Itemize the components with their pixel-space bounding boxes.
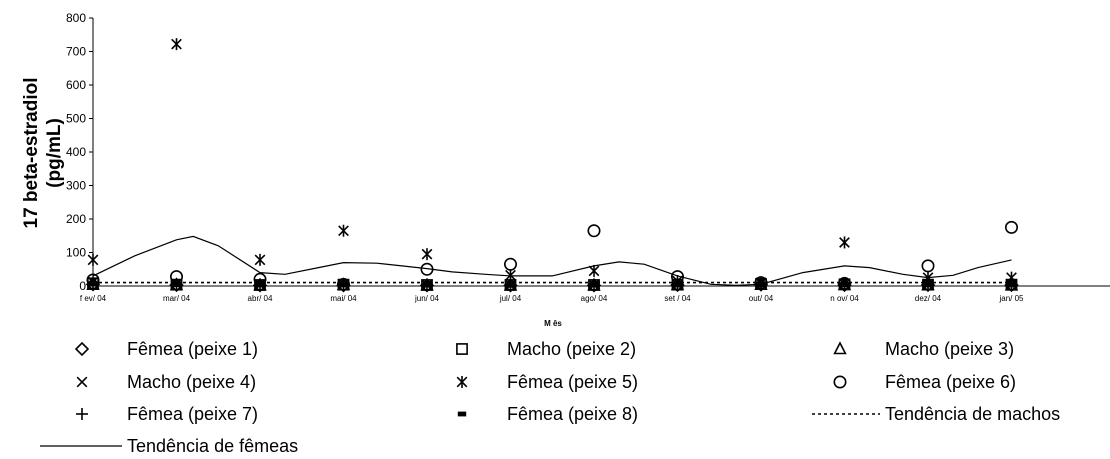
legend-item-femea-peixe-5: Fêmea (peixe 5) xyxy=(456,372,638,392)
x-tick-label: ago/ 04 xyxy=(581,294,608,303)
point-femea-peixe-8 xyxy=(673,282,682,288)
x-tick-label: set / 04 xyxy=(664,294,691,303)
legend-symbol-asterisk xyxy=(456,376,468,388)
x-tick-label: jul/ 04 xyxy=(499,294,522,303)
point-femea-peixe-8 xyxy=(506,282,515,288)
point-femea-peixe-5 xyxy=(171,38,182,51)
legend-label: Fêmea (peixe 6) xyxy=(885,372,1016,392)
y-tick-label: 100 xyxy=(66,246,86,260)
point-femea-peixe-8 xyxy=(923,282,933,288)
point-femea-peixe-8 xyxy=(172,282,181,288)
legend-item-tendencia-de-femeas: Tendência de fêmeas xyxy=(40,436,298,456)
point-femea-peixe-8 xyxy=(1007,282,1016,288)
legend-item-macho-peixe-4: Macho (peixe 4) xyxy=(76,372,256,392)
point-femea-peixe-6 xyxy=(503,257,517,271)
x-ticks: f ev/ 04 mar/ 04 abr/ 04 mai/ 04 jun/ 04 jul/… xyxy=(80,286,1024,303)
y-tick-label: 0 xyxy=(79,279,86,293)
trend-lines xyxy=(92,235,1012,286)
legend-item-macho-peixe-2: Macho (peixe 2) xyxy=(456,339,636,359)
x-axis-label: M ês xyxy=(544,319,562,328)
legend-symbol-diamond xyxy=(74,341,90,357)
y-axis-label-line2: (pg/mL) xyxy=(44,118,65,188)
point-femea-peixe-5 xyxy=(421,248,433,261)
point-femea-peixe-6 xyxy=(1004,220,1018,234)
trend-line-tendencia-de-femeas xyxy=(92,235,1012,286)
legend-item-femea-peixe-7: Fêmea (peixe 7) xyxy=(76,404,258,424)
y-axis-label: 17 beta-estradiol (pg/mL) xyxy=(21,78,65,229)
y-tick-label: 400 xyxy=(66,145,86,159)
x-tick-label: out/ 04 xyxy=(749,294,774,303)
legend-label: Tendência de machos xyxy=(885,404,1060,424)
point-femea-peixe-8 xyxy=(255,282,265,288)
point-femea-peixe-6 xyxy=(587,224,601,238)
legend-item-femea-peixe-8: Fêmea (peixe 8) xyxy=(457,404,638,424)
y-tick-label: 200 xyxy=(66,212,86,226)
x-tick-label: dez/ 04 xyxy=(915,294,942,303)
legend-label: Fêmea (peixe 5) xyxy=(507,372,638,392)
point-femea-peixe-8 xyxy=(589,282,599,288)
y-tick-label: 500 xyxy=(66,112,86,126)
point-femea-peixe-5 xyxy=(254,253,266,266)
legend-symbol-square xyxy=(456,343,468,355)
legend-item-femea-peixe-1: Fêmea (peixe 1) xyxy=(74,339,258,359)
legend-symbol-circle xyxy=(833,375,847,389)
x-tick-label: f ev/ 04 xyxy=(80,294,107,303)
point-femea-peixe-8 xyxy=(339,282,348,288)
point-femea-peixe-5 xyxy=(87,253,99,266)
y-tick-label: 700 xyxy=(66,45,86,59)
point-femea-peixe-8 xyxy=(840,282,849,288)
legend-label: Tendência de fêmeas xyxy=(127,436,298,456)
legend-item-tendencia-de-machos: Tendência de machos xyxy=(812,404,1060,424)
point-femea-peixe-5 xyxy=(839,236,850,249)
legend-label: Fêmea (peixe 7) xyxy=(127,404,258,424)
x-tick-label: mar/ 04 xyxy=(163,294,191,303)
legend-label: Fêmea (peixe 1) xyxy=(127,339,258,359)
y-ticks: 0 100 200 300 400 500 600 700 800 xyxy=(66,11,93,293)
legend-label: Macho (peixe 2) xyxy=(507,339,636,359)
x-tick-label: jan/ 05 xyxy=(998,294,1024,303)
legend-symbol-dash xyxy=(457,411,467,417)
y-tick-label: 300 xyxy=(66,179,86,193)
point-femea-peixe-5 xyxy=(338,224,349,237)
point-femea-peixe-8 xyxy=(756,282,766,288)
legend-symbol-x xyxy=(76,376,88,388)
legend-symbol-triangle xyxy=(833,341,847,355)
legend-label: Macho (peixe 4) xyxy=(127,372,256,392)
x-tick-label: jun/ 04 xyxy=(414,294,440,303)
legend-item-femea-peixe-6: Fêmea (peixe 6) xyxy=(833,372,1016,392)
point-femea-peixe-8 xyxy=(422,282,432,288)
x-tick-label: n ov/ 04 xyxy=(830,294,859,303)
data-points xyxy=(85,38,1019,293)
point-femea-peixe-8 xyxy=(88,281,98,287)
point-femea-peixe-6 xyxy=(420,262,434,276)
x-tick-label: mai/ 04 xyxy=(330,294,357,303)
y-axis-label-line1: 17 beta-estradiol xyxy=(21,78,42,229)
point-femea-peixe-5 xyxy=(588,264,600,277)
y-tick-label: 600 xyxy=(66,78,86,92)
legend-symbol-plus xyxy=(76,408,88,420)
x-tick-label: abr/ 04 xyxy=(248,294,273,303)
legend-label: Macho (peixe 3) xyxy=(885,339,1014,359)
y-tick-label: 800 xyxy=(66,11,86,25)
legend-label: Fêmea (peixe 8) xyxy=(507,404,638,424)
legend-item-macho-peixe-3: Macho (peixe 3) xyxy=(833,339,1014,359)
legend: Fêmea (peixe 1) Macho (peixe 2) Macho (pei… xyxy=(40,339,1060,456)
point-femea-peixe-6 xyxy=(921,259,935,273)
